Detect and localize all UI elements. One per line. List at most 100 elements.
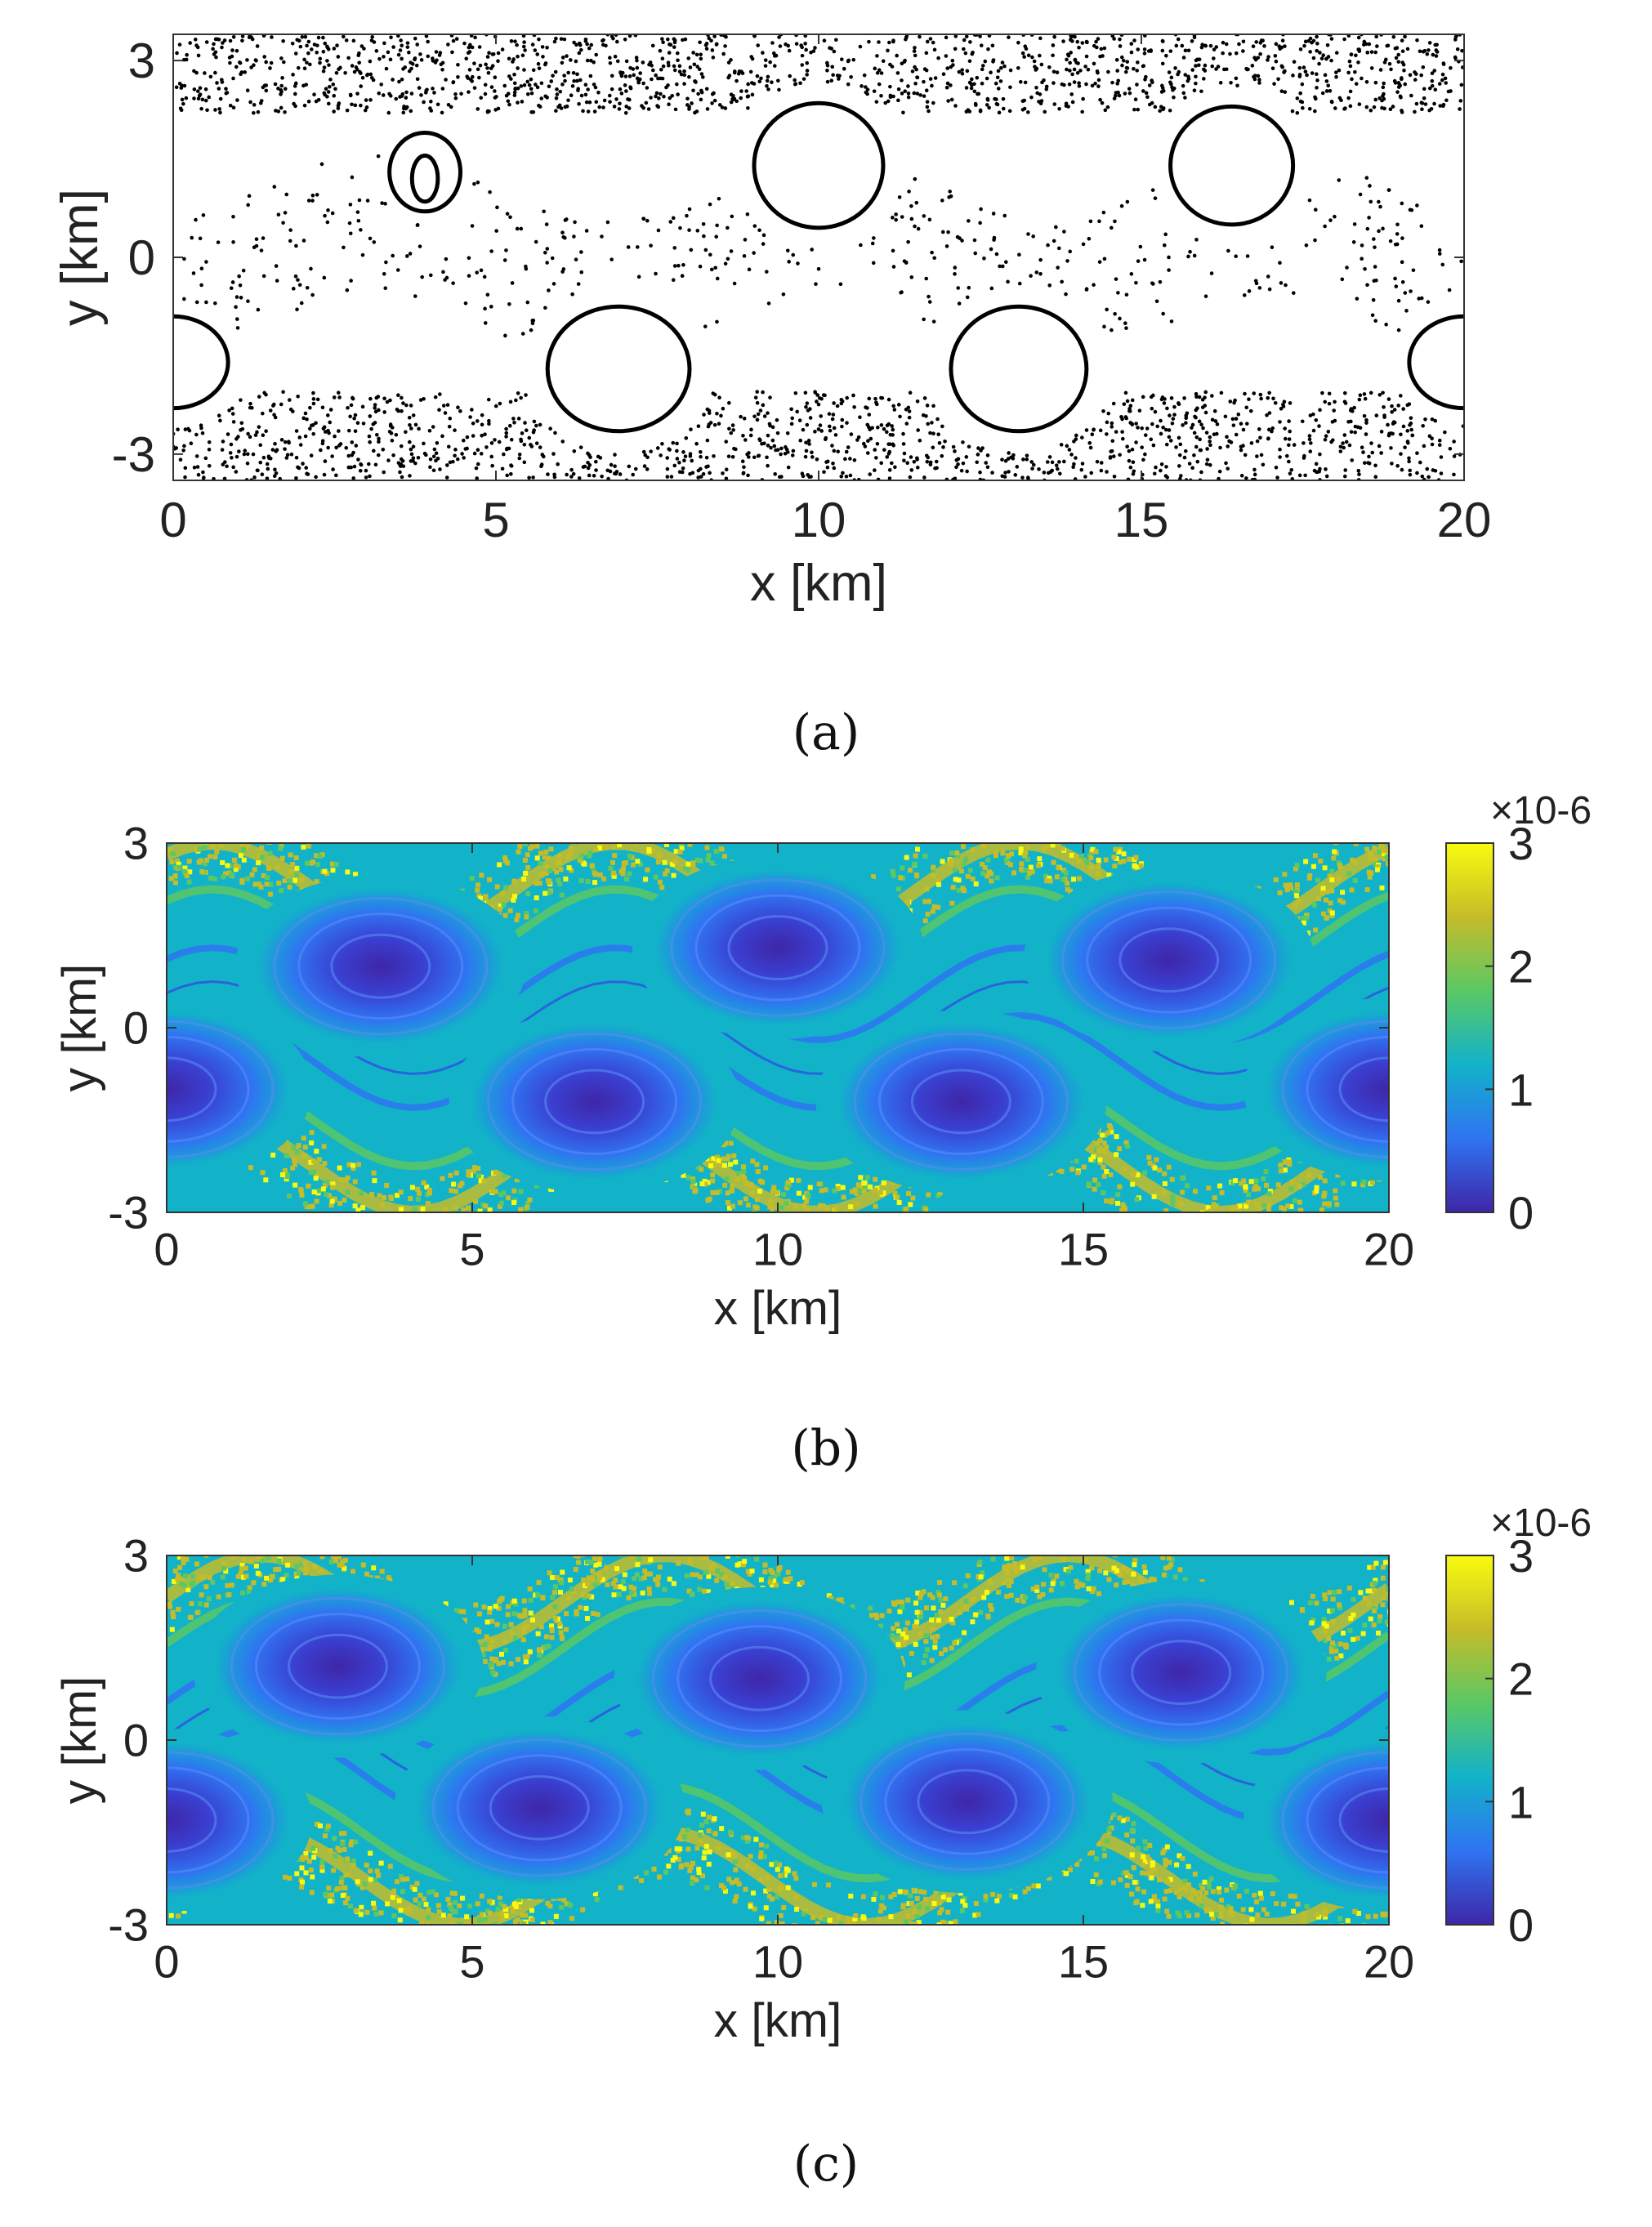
scatter-point: [368, 72, 373, 77]
scatter-point: [350, 102, 354, 107]
scatter-point: [900, 91, 904, 96]
scatter-point: [1183, 48, 1188, 53]
scatter-point: [344, 38, 349, 42]
scatter-point: [1357, 102, 1362, 106]
scatter-point: [925, 404, 930, 408]
scatter-point: [188, 41, 192, 45]
scatter-point: [309, 266, 313, 271]
scatter-point: [828, 428, 833, 433]
scatter-point: [362, 47, 366, 51]
scatter-point: [212, 42, 216, 47]
scatter-point: [689, 427, 693, 431]
scatter-point: [1112, 474, 1117, 479]
panel-b-speckle: [292, 877, 298, 883]
panel-b-speckle: [1119, 1207, 1125, 1212]
scatter-point: [1117, 93, 1122, 98]
scatter-point: [1101, 408, 1105, 413]
scatter-point: [199, 423, 203, 428]
scatter-point: [183, 427, 188, 431]
panel-b-speckle: [1313, 927, 1319, 933]
scatter-point: [1342, 37, 1346, 42]
scatter-point: [207, 447, 212, 452]
scatter-point: [887, 40, 891, 45]
scatter-point: [1204, 431, 1209, 435]
panel-b-speckle: [708, 1160, 714, 1166]
panel-b-speckle: [376, 1225, 381, 1230]
scatter-point: [431, 468, 436, 473]
scatter-point: [1271, 396, 1275, 401]
scatter-point: [730, 214, 734, 219]
scatter-point: [1136, 259, 1141, 263]
panel-b-speckle: [637, 861, 643, 867]
scatter-point: [409, 60, 413, 65]
scatter-point: [381, 447, 386, 452]
panel-b-speckle: [392, 1232, 397, 1237]
scatter-point: [511, 60, 515, 64]
scatter-point: [508, 215, 512, 220]
scatter-point: [1422, 444, 1427, 449]
scatter-point: [746, 105, 750, 110]
scatter-point: [665, 475, 670, 479]
panel-b-speckle: [983, 833, 988, 838]
panel-b-speckle: [608, 865, 614, 871]
panel-b-speckle: [270, 837, 275, 842]
scatter-point: [445, 403, 450, 407]
scatter-point: [494, 229, 498, 233]
panel-b-speckle: [596, 845, 602, 850]
scatter-point: [772, 64, 777, 68]
scatter-point: [1119, 203, 1124, 208]
scatter-point: [770, 80, 774, 85]
scatter-point: [1303, 473, 1307, 478]
scatter-point: [832, 449, 837, 453]
scatter-point: [922, 67, 927, 71]
scatter-point: [351, 476, 356, 480]
panel-b-speckle: [931, 868, 936, 873]
scatter-point: [414, 63, 419, 68]
panel-b-speckle: [1170, 1202, 1176, 1207]
scatter-point: [614, 470, 619, 474]
scatter-point: [1392, 408, 1397, 412]
panel-b-speckle: [221, 874, 226, 880]
panel-b-speckle: [427, 1221, 432, 1225]
scatter-point: [349, 403, 354, 408]
scatter-point: [960, 239, 964, 243]
panel-b-speckle: [301, 1153, 307, 1158]
scatter-point: [537, 66, 542, 70]
panel-b-speckle: [210, 843, 216, 849]
scatter-point: [967, 285, 971, 290]
scatter-point: [890, 65, 895, 69]
panel-b-speckle: [284, 828, 288, 832]
panel-b-speckle: [1180, 1189, 1185, 1195]
scatter-point: [1364, 432, 1368, 436]
panel-b-speckle: [623, 808, 627, 813]
scatter-point: [768, 423, 772, 428]
scatter-point: [721, 51, 726, 56]
scatter-point: [578, 78, 583, 83]
scatter-point: [289, 452, 294, 457]
scatter-point: [520, 53, 525, 58]
panel-b-speckle: [1212, 1195, 1217, 1201]
scatter-point: [200, 97, 205, 102]
scatter-point: [953, 104, 958, 108]
scatter-point: [855, 438, 859, 442]
scatter-point: [1400, 60, 1405, 65]
scatter-point: [548, 426, 552, 431]
scatter-point: [1363, 461, 1367, 465]
scatter-point: [1315, 48, 1319, 53]
scatter-point: [241, 268, 246, 273]
scatter-point: [1057, 460, 1061, 464]
scatter-point: [343, 70, 347, 75]
panel-b-speckle: [1108, 1172, 1114, 1178]
scatter-point: [350, 175, 355, 180]
scatter-point: [1234, 51, 1239, 56]
scatter-point: [786, 465, 791, 470]
scatter-point: [1064, 292, 1068, 297]
scatter-point: [377, 56, 382, 61]
scatter-point: [723, 261, 728, 266]
panel-b-speckle: [1093, 849, 1099, 855]
panel-b-speckle: [309, 1130, 315, 1136]
scatter-point: [451, 281, 455, 285]
scatter-point: [948, 190, 952, 194]
scatter-point: [1400, 38, 1404, 42]
panel-b-speckle: [547, 868, 552, 873]
